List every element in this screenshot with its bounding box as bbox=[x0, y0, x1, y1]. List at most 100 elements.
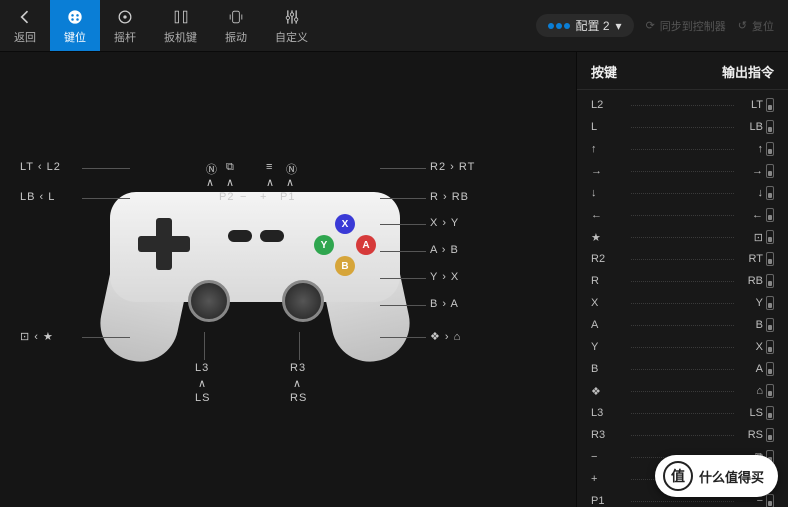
ls-label: LS bbox=[195, 392, 210, 404]
button-p1 bbox=[260, 230, 284, 242]
mapping-row[interactable]: YX bbox=[591, 336, 774, 358]
mapping-row[interactable]: AB bbox=[591, 314, 774, 336]
mapping-row[interactable]: BA bbox=[591, 358, 774, 380]
tab-vibration[interactable]: 振动 bbox=[211, 0, 261, 51]
mapping-row[interactable]: XY bbox=[591, 292, 774, 314]
map-value: X bbox=[740, 340, 774, 354]
toggle-icon[interactable] bbox=[766, 120, 774, 134]
callout-right: R2 › RT bbox=[430, 161, 475, 173]
button-y: Y bbox=[314, 235, 334, 255]
mapping-row[interactable]: R2RT bbox=[591, 248, 774, 270]
map-key: → bbox=[591, 165, 625, 177]
mapping-row[interactable]: L3LS bbox=[591, 402, 774, 424]
mapping-row[interactable]: ←← bbox=[591, 204, 774, 226]
button-a: A bbox=[356, 235, 376, 255]
mapping-row[interactable]: R3 RS bbox=[591, 424, 774, 446]
toggle-icon[interactable] bbox=[766, 428, 774, 442]
mapping-row[interactable]: ❖⌂ bbox=[591, 380, 774, 402]
map-key: P1 bbox=[591, 495, 625, 507]
callout-right: Y › X bbox=[430, 271, 459, 283]
tab-trigger[interactable]: 扳机键 bbox=[150, 0, 211, 51]
callout-left: LB ‹ L bbox=[20, 191, 55, 203]
map-key: R2 bbox=[591, 253, 625, 265]
chevron-left-icon bbox=[15, 7, 35, 27]
vibration-icon bbox=[226, 7, 246, 27]
toggle-icon[interactable] bbox=[766, 142, 774, 156]
callout-left: ⊡ ‹ ★ bbox=[20, 330, 54, 343]
toggle-icon[interactable] bbox=[766, 494, 774, 507]
back-label: 返回 bbox=[14, 29, 36, 45]
trigger-icon bbox=[171, 7, 191, 27]
tab-label: 扳机键 bbox=[164, 29, 197, 45]
toggle-icon[interactable] bbox=[766, 164, 774, 178]
sync-icon: ⟳ bbox=[646, 19, 655, 32]
tab-keymap[interactable]: 键位 bbox=[50, 0, 100, 51]
toggle-icon[interactable] bbox=[766, 406, 774, 420]
map-value: ⊡ bbox=[740, 230, 774, 244]
map-key: R bbox=[591, 275, 625, 287]
callout-right: A › B bbox=[430, 244, 459, 256]
map-value: ⌂ bbox=[740, 384, 774, 398]
mapping-row[interactable]: ★⊡ bbox=[591, 226, 774, 248]
callout-top: + bbox=[260, 191, 267, 203]
toggle-icon[interactable] bbox=[766, 274, 774, 288]
tab-custom[interactable]: 自定义 bbox=[261, 0, 322, 51]
toggle-icon[interactable] bbox=[766, 296, 774, 310]
col-output: 输出指令 bbox=[722, 62, 774, 81]
callout-top: ∧ bbox=[226, 176, 235, 189]
profile-selector[interactable]: 配置 2 ▾ bbox=[536, 14, 634, 37]
back-button[interactable]: 返回 bbox=[0, 0, 50, 51]
ls-caret: ∧ bbox=[198, 377, 207, 390]
profile-label: 配置 2 bbox=[576, 17, 610, 34]
rs-label: RS bbox=[290, 392, 307, 404]
mapping-list[interactable]: L2LT LLB ↑↑ →→ ↓↓ ←← ★⊡ R2RT RRB XY AB Y… bbox=[577, 90, 788, 507]
toggle-icon[interactable] bbox=[766, 230, 774, 244]
map-key: ❖ bbox=[591, 385, 625, 398]
dpad bbox=[138, 218, 190, 270]
toggle-icon[interactable] bbox=[766, 362, 774, 376]
reset-button[interactable]: ↺ 复位 bbox=[738, 18, 774, 34]
r3-label: R3 bbox=[290, 362, 306, 374]
mapping-header: 按键 输出指令 bbox=[577, 52, 788, 90]
toggle-icon[interactable] bbox=[766, 318, 774, 332]
toggle-icon[interactable] bbox=[766, 252, 774, 266]
stick-right bbox=[282, 280, 324, 322]
map-value: A bbox=[740, 362, 774, 376]
map-key: L bbox=[591, 121, 625, 133]
spacer bbox=[322, 0, 522, 51]
map-key: R3 bbox=[591, 429, 625, 441]
map-key: + bbox=[591, 473, 625, 485]
map-value: RS bbox=[740, 428, 774, 442]
map-key: B bbox=[591, 363, 625, 375]
controller-diagram: X Y A B L3 ∧ LS R3 ∧ RS LT ‹ L2LB ‹ L⊡ ‹… bbox=[0, 52, 576, 507]
reset-icon: ↺ bbox=[738, 19, 747, 32]
stick-icon bbox=[115, 7, 135, 27]
watermark-text: 什么值得买 bbox=[699, 467, 764, 486]
mapping-row[interactable]: LLB bbox=[591, 116, 774, 138]
toggle-icon[interactable] bbox=[766, 186, 774, 200]
map-value: RB bbox=[740, 274, 774, 288]
callout-right: B › A bbox=[430, 298, 459, 310]
callout-top: P1 bbox=[280, 191, 295, 203]
mapping-row[interactable]: ↓↓ bbox=[591, 182, 774, 204]
profile-dots bbox=[548, 23, 570, 29]
callout-left: LT ‹ L2 bbox=[20, 161, 61, 173]
toggle-icon[interactable] bbox=[766, 208, 774, 222]
map-value: LT bbox=[740, 98, 774, 112]
tab-stick[interactable]: 摇杆 bbox=[100, 0, 150, 51]
toggle-icon[interactable] bbox=[766, 384, 774, 398]
callout-top: Ⓝ bbox=[286, 161, 298, 177]
toggle-icon[interactable] bbox=[766, 98, 774, 112]
button-x: X bbox=[335, 214, 355, 234]
mapping-row[interactable]: →→ bbox=[591, 160, 774, 182]
sync-button[interactable]: ⟳ 同步到控制器 bbox=[646, 18, 726, 34]
sync-label: 同步到控制器 bbox=[660, 18, 726, 34]
callout-top: P2 bbox=[219, 191, 234, 203]
mapping-row[interactable]: R RB bbox=[591, 270, 774, 292]
mapping-row[interactable]: ↑↑ bbox=[591, 138, 774, 160]
rs-caret: ∧ bbox=[293, 377, 302, 390]
mapping-row[interactable]: L2LT bbox=[591, 94, 774, 116]
toggle-icon[interactable] bbox=[766, 340, 774, 354]
map-key: ★ bbox=[591, 231, 625, 244]
map-key: ← bbox=[591, 209, 625, 221]
